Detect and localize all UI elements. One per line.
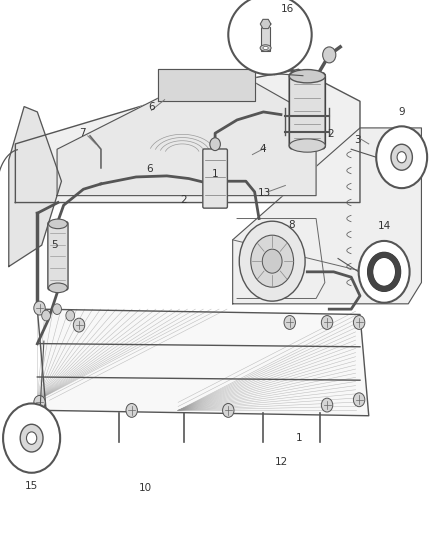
Text: 3: 3 — [353, 135, 360, 145]
Ellipse shape — [289, 69, 325, 83]
Text: 15: 15 — [25, 481, 38, 491]
Circle shape — [26, 432, 37, 445]
Circle shape — [66, 310, 74, 321]
Text: 16: 16 — [280, 4, 293, 14]
Circle shape — [20, 424, 43, 452]
Circle shape — [239, 221, 304, 301]
Circle shape — [390, 144, 411, 170]
Ellipse shape — [259, 45, 271, 51]
Circle shape — [353, 316, 364, 329]
Text: 5: 5 — [51, 240, 58, 250]
Ellipse shape — [48, 283, 67, 293]
Polygon shape — [9, 107, 61, 266]
Polygon shape — [15, 69, 359, 203]
Polygon shape — [260, 19, 270, 29]
Polygon shape — [232, 128, 420, 304]
Circle shape — [126, 403, 137, 417]
Circle shape — [42, 310, 50, 321]
FancyBboxPatch shape — [289, 73, 325, 149]
Circle shape — [262, 249, 281, 273]
Ellipse shape — [262, 46, 268, 50]
Circle shape — [375, 126, 426, 188]
Text: 7: 7 — [79, 128, 86, 138]
Text: 12: 12 — [275, 457, 288, 467]
Circle shape — [222, 403, 233, 417]
Circle shape — [34, 395, 45, 409]
Text: 10: 10 — [139, 483, 152, 492]
Circle shape — [266, 48, 282, 67]
Text: 6: 6 — [148, 102, 155, 111]
Text: 13: 13 — [258, 188, 271, 198]
Circle shape — [250, 235, 293, 287]
Polygon shape — [57, 80, 315, 196]
Circle shape — [396, 152, 405, 163]
Polygon shape — [37, 309, 368, 416]
Circle shape — [73, 318, 85, 332]
Text: 1: 1 — [295, 433, 302, 443]
Circle shape — [3, 403, 60, 473]
Text: 8: 8 — [288, 220, 295, 230]
FancyBboxPatch shape — [48, 222, 68, 290]
Circle shape — [321, 316, 332, 329]
Text: 14: 14 — [377, 221, 390, 231]
Circle shape — [358, 241, 409, 303]
Circle shape — [283, 316, 295, 329]
Text: 2: 2 — [326, 130, 333, 139]
FancyBboxPatch shape — [202, 149, 227, 208]
Bar — [261, 27, 269, 51]
Circle shape — [209, 138, 220, 150]
Circle shape — [34, 301, 45, 315]
Ellipse shape — [48, 219, 67, 229]
Circle shape — [321, 398, 332, 412]
Polygon shape — [158, 69, 254, 101]
Circle shape — [353, 393, 364, 407]
Text: 1: 1 — [211, 169, 218, 179]
Circle shape — [53, 304, 61, 314]
Text: 6: 6 — [145, 164, 152, 174]
Text: 4: 4 — [258, 144, 265, 154]
Ellipse shape — [289, 139, 325, 152]
Text: 9: 9 — [397, 107, 404, 117]
Text: 2: 2 — [180, 195, 187, 205]
Circle shape — [322, 47, 335, 63]
Ellipse shape — [228, 0, 311, 75]
